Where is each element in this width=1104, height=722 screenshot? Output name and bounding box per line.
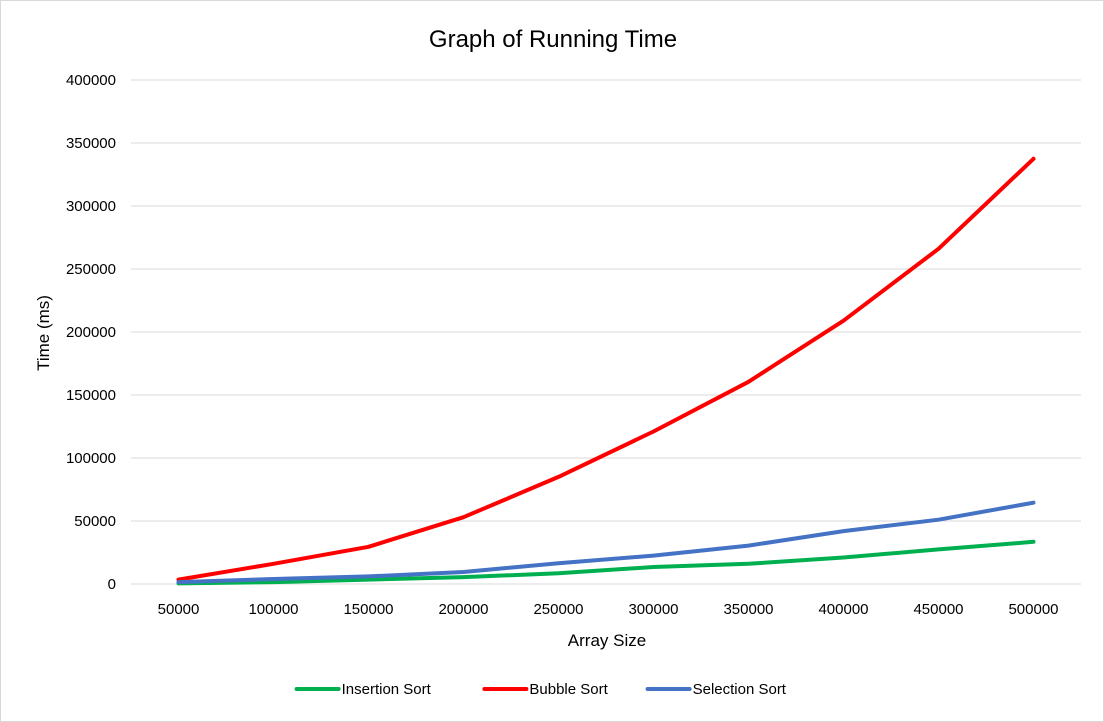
legend-label: Selection Sort bbox=[693, 681, 787, 698]
legend: Insertion Sort Bubble Sort Selection Sort bbox=[294, 681, 787, 698]
series-line-insertion-sort bbox=[176, 539, 1036, 586]
y-axis-title: Time (ms) bbox=[34, 295, 53, 371]
y-tick-label: 0 bbox=[108, 576, 116, 593]
y-axis-ticks: 0 50000 100000 150000 200000 250000 300000 3500… bbox=[66, 72, 116, 593]
x-tick-label: 100000 bbox=[248, 601, 298, 618]
y-tick-label: 350000 bbox=[66, 135, 116, 152]
x-tick-label: 450000 bbox=[913, 601, 963, 618]
series-lines bbox=[176, 156, 1036, 586]
x-tick-label: 500000 bbox=[1008, 601, 1058, 618]
y-tick-label: 300000 bbox=[66, 198, 116, 215]
legend-item-selection-sort: Selection Sort bbox=[645, 681, 787, 698]
x-tick-label: 350000 bbox=[723, 601, 773, 618]
x-tick-label: 200000 bbox=[438, 601, 488, 618]
y-tick-label: 50000 bbox=[74, 513, 116, 530]
legend-item-bubble-sort: Bubble Sort bbox=[482, 681, 609, 698]
y-tick-label: 250000 bbox=[66, 261, 116, 278]
series-line-selection-sort bbox=[176, 500, 1036, 585]
x-axis-ticks: 50000 100000 150000 200000 250000 300000 35000… bbox=[158, 601, 1059, 618]
legend-label: Insertion Sort bbox=[342, 681, 432, 698]
chart-title: Graph of Running Time bbox=[429, 26, 677, 53]
gridlines bbox=[131, 79, 1081, 585]
legend-item-insertion-sort: Insertion Sort bbox=[294, 681, 432, 698]
x-tick-label: 300000 bbox=[628, 601, 678, 618]
x-tick-label: 50000 bbox=[158, 601, 200, 618]
x-tick-label: 400000 bbox=[818, 601, 868, 618]
x-tick-label: 250000 bbox=[533, 601, 583, 618]
y-tick-label: 150000 bbox=[66, 387, 116, 404]
legend-label: Bubble Sort bbox=[529, 681, 608, 698]
x-axis-title: Array Size bbox=[568, 631, 646, 650]
x-tick-label: 150000 bbox=[343, 601, 393, 618]
y-tick-label: 400000 bbox=[66, 72, 116, 89]
series-line-bubble-sort bbox=[176, 156, 1036, 582]
y-tick-label: 100000 bbox=[66, 450, 116, 467]
y-tick-label: 200000 bbox=[66, 324, 116, 341]
